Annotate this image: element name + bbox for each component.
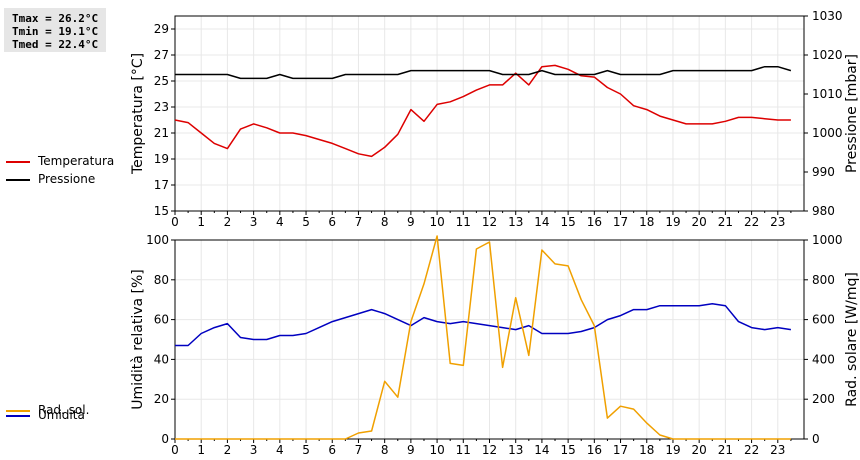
panel1-ytick-label: 27 [154,48,169,62]
panel2-xtick-label: 3 [250,443,258,457]
panel2-xtick-label: 1 [197,443,205,457]
series-line-rad-sol [175,235,791,440]
panel2-y2tick-label: 600 [812,313,835,327]
legend-label-radsol: Rad. sol. [38,403,90,417]
panel2-y2tick-label: 0 [812,432,820,446]
panel2-frame [174,239,805,440]
panel1-xtick-label: 9 [407,215,415,229]
panel2-xtick-label: 4 [276,443,284,457]
panel2-xtick-label: 6 [328,443,336,457]
tmax-text: Tmax = 26.2°C [12,12,99,25]
legend-swatch-temperatura [6,161,30,163]
legend-label-temperatura: Temperatura [38,154,115,168]
panel2-xtick-label: 0 [171,443,179,457]
panel1-xtick-label: 3 [250,215,258,229]
panel2-xtick-label: 14 [534,443,549,457]
panel1-xtick-label: 2 [224,215,232,229]
panel2-xtick-label: 13 [508,443,523,457]
panel2-y2tick-label: 400 [812,352,835,366]
legend-label-umidita: Umidità [38,408,85,422]
panel2-xtick-label: 7 [355,443,363,457]
legend-swatch-pressione [6,179,30,181]
panel2-xtick-label: 19 [665,443,680,457]
panel1-ytick-label: 19 [154,152,169,166]
panel2-xtick-label: 8 [381,443,389,457]
panel1-xtick-label: 15 [560,215,575,229]
panel1-xtick-label: 22 [744,215,759,229]
panel1-xtick-label: 8 [381,215,389,229]
panel2-xtick-label: 22 [744,443,759,457]
series-line-umidità [175,302,792,347]
series-line-temperatura [174,64,791,158]
tmin-text: Tmin = 19.1°C [12,25,99,38]
panel1-y2tick-label: 980 [812,204,835,218]
tmed-text: Tmed = 22.4°C [12,38,99,51]
panel1-ytick-label: 15 [154,204,169,218]
panel1-frame [174,15,805,212]
series-line-pressione [175,65,792,80]
panel1-xtick-label: 6 [328,215,336,229]
panel2-xtick-label: 17 [613,443,628,457]
stats-box: Tmax = 26.2°C Tmin = 19.1°C Tmed = 22.4°… [4,8,106,52]
panel1-y2tick-label: 1030 [812,9,843,23]
panel2-xtick-label: 11 [456,443,471,457]
panel2-xtick-label: 2 [224,443,232,457]
panel1-y2label: Pressione [mbar] [844,54,860,173]
panel1-y2tick-label: 1010 [812,87,843,101]
panel1-xtick-label: 5 [302,215,310,229]
panel2-y2tick-label: 1000 [812,233,843,247]
panel1-xtick-label: 4 [276,215,284,229]
panel1-xtick-label: 20 [692,215,707,229]
panel1-xtick-label: 17 [613,215,628,229]
panel2-ytick-label: 100 [146,233,169,247]
panel1-xtick-label: 11 [456,215,471,229]
panel1-ylabel: Temperatura [°C] [130,53,146,175]
panel1-xtick-label: 7 [355,215,363,229]
panel2-xtick-label: 10 [429,443,444,457]
panel1-xtick-label: 14 [534,215,549,229]
panel1-xtick-label: 16 [587,215,602,229]
panel1-xtick-label: 10 [429,215,444,229]
panel2-ytick-label: 0 [161,432,169,446]
panel2-xtick-label: 20 [692,443,707,457]
legend-swatch-radsol [6,410,30,412]
panel1-xtick-label: 18 [639,215,654,229]
panel1-xtick-label: 13 [508,215,523,229]
panel1-xtick-label: 0 [171,215,179,229]
panel1-y2tick-label: 1000 [812,126,843,140]
panel1-xtick-label: 1 [197,215,205,229]
panel2-xtick-label: 18 [639,443,654,457]
panel2-xtick-label: 12 [482,443,497,457]
panel2-y2tick-label: 800 [812,273,835,287]
legend-label-pressione: Pressione [38,172,96,186]
legend-swatch-umidita [6,415,30,417]
panel2-ytick-label: 20 [154,392,169,406]
panel2-xtick-label: 9 [407,443,415,457]
panel1-xtick-label: 21 [718,215,733,229]
panel2-ytick-label: 40 [154,352,169,366]
panel2-xtick-label: 5 [302,443,310,457]
panel2-y2tick-label: 200 [812,392,835,406]
panel1-xtick-label: 12 [482,215,497,229]
panel1-ytick-label: 25 [154,74,169,88]
panel1-ytick-label: 29 [154,22,169,36]
panel1-xtick-label: 23 [770,215,785,229]
panel2-ytick-label: 60 [154,313,169,327]
panel2-ylabel: Umidità relativa [%] [130,269,146,410]
panel1-ytick-label: 23 [154,100,169,114]
panel1-y2tick-label: 990 [812,165,835,179]
panel2-xtick-label: 21 [718,443,733,457]
panel1-xtick-label: 19 [665,215,680,229]
panel1-y2tick-label: 1020 [812,48,843,62]
panel2-ytick-label: 80 [154,273,169,287]
panel2-xtick-label: 15 [560,443,575,457]
panel2-xtick-label: 16 [587,443,602,457]
panel1-ytick-label: 21 [154,126,169,140]
panel1-ytick-label: 17 [154,178,169,192]
panel2-xtick-label: 23 [770,443,785,457]
panel2-y2label: Rad. solare [W/mq] [844,272,860,407]
